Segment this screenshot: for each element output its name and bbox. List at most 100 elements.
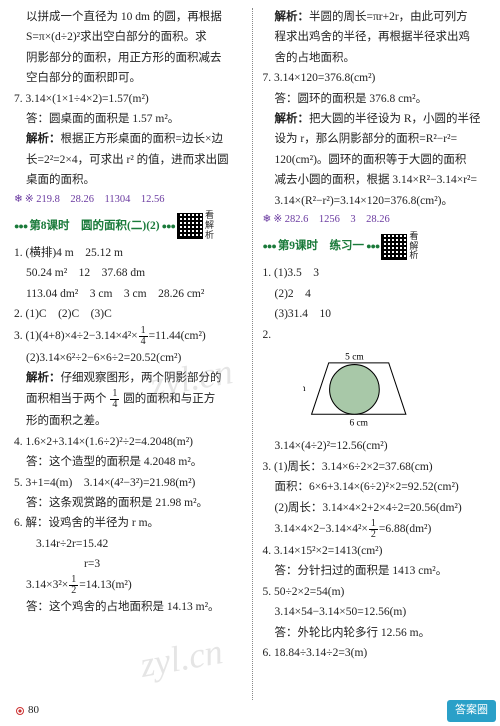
q3a-suf: =11.44(cm²) [149,330,206,342]
intro-line: 空白部分的面积即可。 [14,69,242,87]
q5-line: 5. 3+1=4(m) 3.14×(4²−3²)=21.98(m²) [14,474,242,492]
rq3-line: 3.14×4×2−3.14×4²×12=6.88(dm²) [263,519,491,540]
dots-icon: ●●● [263,239,276,253]
q3b-pre: 面积相当于两个 [26,393,107,405]
page-content: 以拼成一个直径为 10 dm 的圆，再根据 S=π×(d÷2)²求出空白部分的面… [0,0,500,726]
q2-line: 2. (1)C (2)C (3)C [14,305,242,323]
rq2-label: 2. [263,326,491,344]
q4-answer: 答：这个造型的面积是 4.2048 m²。 [14,453,242,471]
intro-line: 以拼成一个直径为 10 dm 的圆，再根据 [14,8,242,26]
lesson-8-header: ●●● 第8课时 圆的面积(二)(2) ●●● 看解析 [14,211,242,241]
page-number-text: 80 [28,702,39,720]
analysis-text: 长=2²=2×4，可求出 r² 的值，进而求出圆 [14,151,242,169]
lesson-9-header: ●●● 第9课时 练习一 ●●● 看解析 [263,232,491,262]
r-analysis: 解析：半圆的周长=πr+2r，由此可列方 [263,8,491,26]
analysis-label: 解析： [275,11,310,23]
fraction-1-4: 14 [110,389,119,410]
dots-icon: ●●● [14,219,27,233]
analysis-text: 舍的占地面积。 [263,49,491,67]
analysis-text: 半圆的周长=πr+2r，由此可列方 [309,11,468,23]
diagram-left-label: 4 cm [303,384,306,394]
rq6-line: 6. 18.84÷3.14÷2=3(m) [263,644,491,662]
analysis-label: 解析： [26,372,61,384]
footer-badge: 答案圈 [447,700,496,722]
analysis-text: 设为 r，那么阴影部分的面积=R²−r²= [263,130,491,148]
qr-label: 看解析 [205,211,219,241]
analysis-text: 程求出鸡舍的半径，再根据半径求出鸡 [263,28,491,46]
q7-equation: 7. 3.14×(1×1÷4×2)=1.57(m²) [14,90,242,108]
intro-line: 阴影部分的面积，用正方形的面积减去 [14,49,242,67]
trapezoid-circle-diagram: 5 cm 4 cm 6 cm [303,350,423,427]
q5-answer: 答：这条观赏路的面积是 21.98 m²。 [14,494,242,512]
right-column: 解析：半圆的周长=πr+2r，由此可列方 程求出鸡舍的半径，再根据半径求出鸡 舍… [263,8,491,700]
snowflake-icon: ❄ [263,214,272,225]
fraction-1-2: 12 [369,519,378,540]
left-column: 以拼成一个直径为 10 dm 的圆，再根据 S=π×(d÷2)²求出空白部分的面… [14,8,242,700]
q7-analysis: 解析：根据正方形桌面的面积=边长×边 [14,130,242,148]
fraction-1-4: 14 [139,326,148,347]
rq3d-suf: =6.88(dm²) [379,523,431,535]
rq3d-pre: 3.14×4×2−3.14×4²× [275,523,368,535]
analysis-text: 减去小圆的面积，根据 3.14×R²−3.14×r²= [263,171,491,189]
q6-line: 3.14r÷2r=15.42 [14,535,242,553]
analysis-label: 解析： [26,133,61,145]
diagram-bottom-label: 6 cm [349,418,368,427]
rq1-line: 1. (1)3.5 3 [263,264,491,282]
analysis-text: 仔细观察图形，两个阴影部分的 [61,372,222,384]
qr-code-icon[interactable] [177,213,203,239]
rq4-line: 4. 3.14×15²×2=1413(cm²) [263,542,491,560]
analysis-text: 把大圆的半径设为 R，小圆的半径 [309,113,481,125]
lesson-title: 第9课时 练习一 [278,237,364,255]
q6d-suf: =14.13(m²) [79,580,131,592]
q1-line: 50.24 m² 12 37.68 dm [14,264,242,282]
rq1-line: (2)2 4 [263,285,491,303]
secret-numbers: ❄※ 282.6 1256 3 28.26 [263,212,491,229]
rq5-line: 3.14×54−3.14×50=12.56(m) [263,603,491,621]
q6-line: r=3 [14,555,242,573]
analysis-text: 根据正方形桌面的面积=边长×边 [61,133,223,145]
analysis-text: 120(cm²)。圆环的面积等于大圆的面积 [263,151,491,169]
q3a-pre: 3. (1)(4+8)×4÷2−3.14×4²× [14,330,138,342]
page-dot-icon [16,707,24,715]
r7-answer: 答：圆环的面积是 376.8 cm²。 [263,90,491,108]
q6-answer: 答：这个鸡舍的占地面积是 14.13 m²。 [14,598,242,616]
circle-shape [329,365,379,415]
q3b-line: (2)3.14×6²÷2−6×6÷2=20.52(cm²) [14,349,242,367]
rq4-answer: 答：分针扫过的面积是 1413 cm²。 [263,562,491,580]
dots-icon: ●●● [162,219,175,233]
q6-line: 6. 解：设鸡舍的半径为 r m。 [14,514,242,532]
q3b-suf: 圆的面积和与正方 [123,393,215,405]
secret-numbers: ❄※ 219.8 28.26 11304 12.56 [14,192,242,209]
q1-line: 1. (横排)4 m 25.12 m [14,244,242,262]
q7-answer: 答：圆桌面的面积是 1.57 m²。 [14,110,242,128]
secret-text: ※ 219.8 28.26 11304 12.56 [25,194,165,205]
intro-line: S=π×(d÷2)²求出空白部分的面积。求 [14,28,242,46]
q3-analysis: 解析：仔细观察图形，两个阴影部分的 [14,369,242,387]
qr-label: 看解析 [409,232,423,262]
qr-code-icon[interactable] [381,234,407,260]
q4-line: 4. 1.6×2+3.14×(1.6÷2)²÷2=4.2048(m²) [14,433,242,451]
diagram-top-label: 5 cm [345,352,364,362]
r7-line: 7. 3.14×120=376.8(cm²) [263,69,491,87]
q1-line: 113.04 dm² 3 cm 3 cm 28.26 cm² [14,285,242,303]
q6-line: 3.14×3²×12=14.13(m²) [14,575,242,596]
rq3-line: (2)周长：3.14×4×2+2×4÷2=20.56(dm²) [263,499,491,517]
rq3-line: 面积：6×6+3.14×(6÷2)²×2=92.52(cm²) [263,478,491,496]
page-number: 80 [16,702,39,720]
dots-icon: ●●● [366,239,379,253]
lesson-title: 第8课时 圆的面积(二)(2) [29,217,159,235]
secret-text: ※ 282.6 1256 3 28.26 [273,214,389,225]
rq5-answer: 答：外轮比内轮多行 12.56 m。 [263,624,491,642]
analysis-text: 形的面积之差。 [14,412,242,430]
analysis-text: 桌面的面积。 [14,171,242,189]
analysis-text: 3.14×(R²−r²)=3.14×120=376.8(cm²)。 [263,192,491,210]
analysis-label: 解析： [275,113,310,125]
fraction-1-2: 12 [69,575,78,596]
analysis-text: 面积相当于两个 14 圆的面积和与正方 [14,389,242,410]
q6d-pre: 3.14×3²× [26,580,68,592]
rq1-line: (3)31.4 10 [263,305,491,323]
rq2-calc: 3.14×(4÷2)²=12.56(cm²) [263,437,491,455]
rq5-line: 5. 50÷2×2=54(m) [263,583,491,601]
q3-line: 3. (1)(4+8)×4÷2−3.14×4²×14=11.44(cm²) [14,326,242,347]
column-divider [252,8,253,700]
